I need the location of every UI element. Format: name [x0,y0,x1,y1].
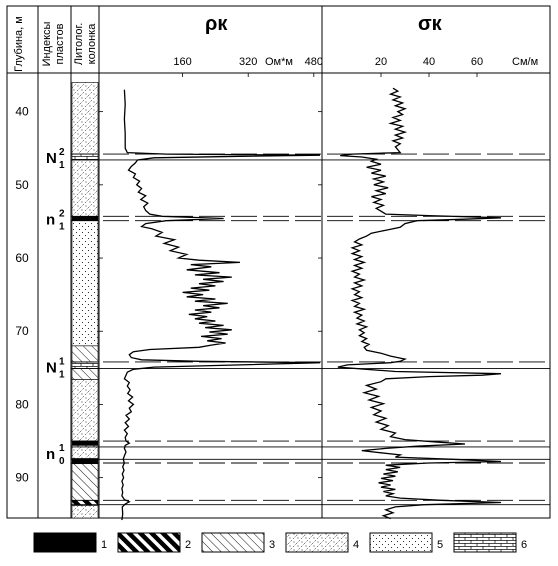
layer-boundaries [71,153,550,506]
conductivity-curve [337,87,502,520]
resistivity-unit: Ом*м [265,56,293,68]
legend-label: 1 [101,539,107,551]
depth-tick-label: 70 [15,324,29,338]
lithology-segment [71,153,99,161]
lithology-segment [71,361,99,369]
sigma-tick-label: 20 [375,56,387,68]
legend-swatch [285,532,349,553]
legend-label: 2 [185,539,191,551]
layer-index-label: N [46,150,57,167]
legend: 1 2 3 4 5 6 [33,532,527,553]
frame [6,5,551,519]
curves [121,87,502,521]
lithology-segment [71,220,99,347]
depth-axis-title: Глубина, м [13,16,25,72]
legend-label: 6 [521,539,527,551]
rho-tick-label: 160 [173,56,191,68]
lithology-segment [71,379,99,442]
legend-swatch [201,532,265,553]
layer-index-sub: 1 [59,222,65,233]
lithology-segment [71,216,99,222]
legend-swatch [117,532,181,553]
layer-index-label: n [46,212,55,229]
lithology-title-line1: Литолог. [73,23,85,66]
layer-index-sup: 1 [59,443,65,454]
rho-tick-label: 480 [305,56,323,68]
rho-tick-label: 320 [239,56,257,68]
depth-tick-label: 40 [15,105,29,119]
sigma-tick-label: 40 [423,56,435,68]
layer-index-sup: 1 [59,356,65,367]
lithology-title-line2: колонка [86,23,98,65]
layer-index-sub: 1 [59,160,65,171]
depth-tick-label: 80 [15,397,29,411]
lithology-segment [71,440,99,446]
layer-index-labels: N 21n 21N 11n 10 [46,147,65,467]
lithology-segment [71,368,99,380]
resistivity-title: ρк [205,13,228,35]
layer-index-title-line2: пластов [54,23,66,64]
legend-swatch [33,532,97,553]
outer-frame [6,5,551,519]
lithology-segment [71,159,99,217]
lithology-segment [71,82,99,155]
lithology-segment [71,345,99,363]
conductivity-title: σк [418,13,443,35]
legend-swatch [453,532,517,553]
depth-tick-label: 90 [15,471,29,485]
legend-label: 3 [269,539,275,551]
layer-index-label: n [46,446,55,463]
layer-index-sup: 2 [59,209,65,220]
layer-index-sub: 0 [59,456,65,467]
legend-label: 4 [353,539,359,551]
layer-index-sub: 1 [59,369,65,380]
lithology-column [71,82,99,519]
legend-swatch [369,532,433,553]
sigma-tick-label: 60 [471,56,483,68]
lithology-segment [71,445,99,459]
depth-tick-label: 50 [15,178,29,192]
legend-label: 5 [437,539,443,551]
lithology-segment [71,505,99,519]
layer-index-title-line1: Индексы [41,21,53,66]
layer-index-label: N [46,359,57,376]
conductivity-unit: См/м [512,56,538,68]
layer-index-sup: 2 [59,147,65,158]
lithology-segment [71,463,99,501]
depth-tick-label: 60 [15,251,29,265]
